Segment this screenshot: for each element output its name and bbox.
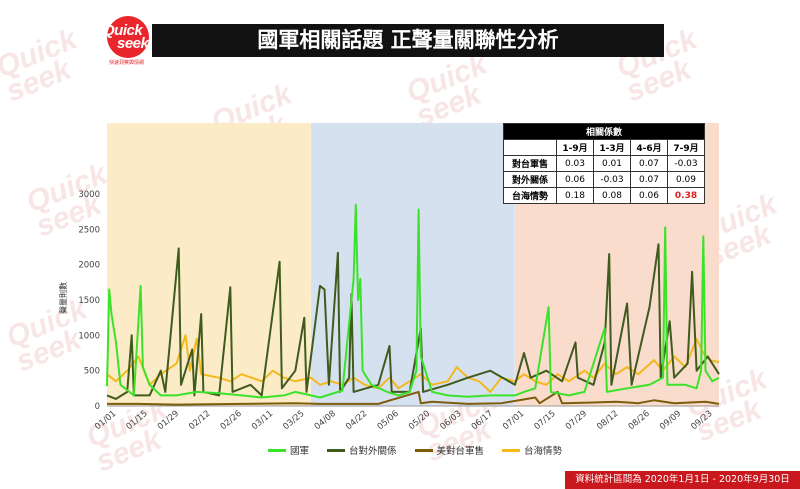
chart-legend: 國軍 台對外關係 美對台軍售 台海情勢 [268, 443, 562, 457]
table-row: 對外關係 0.06 -0.03 0.07 0.09 [503, 171, 705, 188]
x-tick-label: 04/08 [313, 409, 338, 432]
legend-item: 美對台軍售 [414, 443, 485, 457]
y-tick-label: 500 [84, 367, 100, 377]
legend-label: 台海情勢 [524, 446, 563, 457]
series-line [106, 334, 720, 393]
table-cell: 0.01 [593, 155, 631, 172]
x-tick-label: 09/09 [658, 409, 683, 432]
table-cell: -0.03 [593, 171, 631, 188]
series-line [106, 203, 720, 399]
row-label: 對台軍售 [503, 155, 557, 172]
correlation-table-header-row: 1-9月 1-3月 4-6月 7-9月 [503, 139, 705, 156]
period-band [311, 123, 515, 406]
x-tick-label: 08/12 [595, 409, 620, 432]
table-cell: 0.09 [667, 171, 705, 188]
x-tick-label: 02/12 [187, 409, 212, 432]
row-label: 對外關係 [503, 171, 557, 188]
correlation-table: 相關係數 1-9月 1-3月 4-6月 7-9月 對台軍售 0.03 0.01 … [503, 123, 705, 204]
x-tick-label: 07/15 [533, 409, 558, 432]
table-cell: 0.07 [630, 155, 668, 172]
table-cell: 0.07 [630, 171, 668, 188]
legend-item: 台對外關係 [327, 443, 397, 457]
legend-swatch [414, 448, 433, 452]
table-cell-highlight: 0.38 [667, 187, 705, 204]
correlation-table-title: 相關係數 [503, 123, 705, 140]
table-cell: 0.06 [630, 187, 668, 204]
y-tick-label: 0 [95, 402, 100, 412]
x-tick-label: 05/06 [376, 409, 401, 432]
logo-text-seek: seek [117, 35, 149, 52]
y-tick-label: 3000 [78, 190, 100, 200]
x-tick-label: 01/15 [125, 409, 150, 432]
table-cell: 0.18 [556, 187, 594, 204]
x-tick-label: 08/26 [627, 409, 652, 432]
correlation-table-title-row: 相關係數 [503, 123, 705, 140]
y-tick-label: 2000 [78, 261, 100, 271]
column-header: 4-6月 [630, 139, 668, 156]
x-tick-label: 07/29 [564, 409, 589, 432]
logo-tagline: 快速洞察輿情網 [109, 60, 145, 66]
chart-title: 國軍相關話題 正聲量關聯性分析 [152, 24, 664, 57]
series-lines [106, 203, 720, 406]
column-header: 1-3月 [593, 139, 631, 156]
x-tick-label: 03/11 [250, 409, 275, 432]
legend-item: 台海情勢 [502, 443, 562, 457]
series-line [107, 390, 720, 406]
logo-circle [107, 16, 149, 58]
table-row: 台海情勢 0.18 0.08 0.06 0.38 [503, 187, 705, 204]
table-cell: -0.03 [667, 155, 705, 172]
y-tick-label: 1000 [78, 331, 100, 341]
table-cell: 0.06 [556, 171, 594, 188]
x-tick-label: 06/17 [470, 409, 495, 432]
legend-label: 國軍 [290, 446, 310, 457]
column-header: 7-9月 [667, 139, 705, 156]
x-tick-label: 01/01 [93, 409, 118, 432]
x-tick-label: 02/26 [219, 409, 244, 432]
y-axis-label: 聲量則數 [58, 282, 68, 314]
x-tick-label: 09/23 [689, 409, 714, 432]
legend-label: 美對台軍售 [436, 446, 485, 457]
corner-cell [503, 139, 557, 156]
x-tick-label: 04/22 [344, 409, 369, 432]
row-label: 台海情勢 [503, 187, 557, 204]
legend-swatch [268, 448, 286, 452]
logo-text-quick: Quick [103, 22, 143, 39]
table-cell: 0.03 [556, 155, 594, 172]
x-tick-label: 01/29 [156, 409, 181, 432]
y-tick-label: 2500 [78, 225, 100, 235]
column-header: 1-9月 [556, 139, 594, 156]
table-row: 對台軍售 0.03 0.01 0.07 -0.03 [503, 155, 705, 172]
x-tick-label: 06/03 [438, 409, 463, 432]
legend-swatch [502, 448, 521, 452]
x-tick-label: 07/01 [501, 409, 526, 432]
date-range-footer: 資料統計區間為 2020年1月1日 - 2020年9月30日 [565, 471, 800, 489]
quickseek-logo: Quick seek 快速洞察輿情網 [103, 16, 165, 66]
y-tick-label: 1500 [78, 296, 100, 306]
legend-label: 台對外關係 [349, 446, 397, 457]
x-tick-label: 05/20 [407, 409, 432, 432]
legend-item: 國軍 [268, 443, 309, 457]
legend-swatch [327, 448, 346, 452]
x-tick-label: 03/25 [281, 409, 306, 432]
table-cell: 0.08 [593, 187, 631, 204]
series-line [106, 243, 720, 400]
period-band [107, 123, 311, 406]
